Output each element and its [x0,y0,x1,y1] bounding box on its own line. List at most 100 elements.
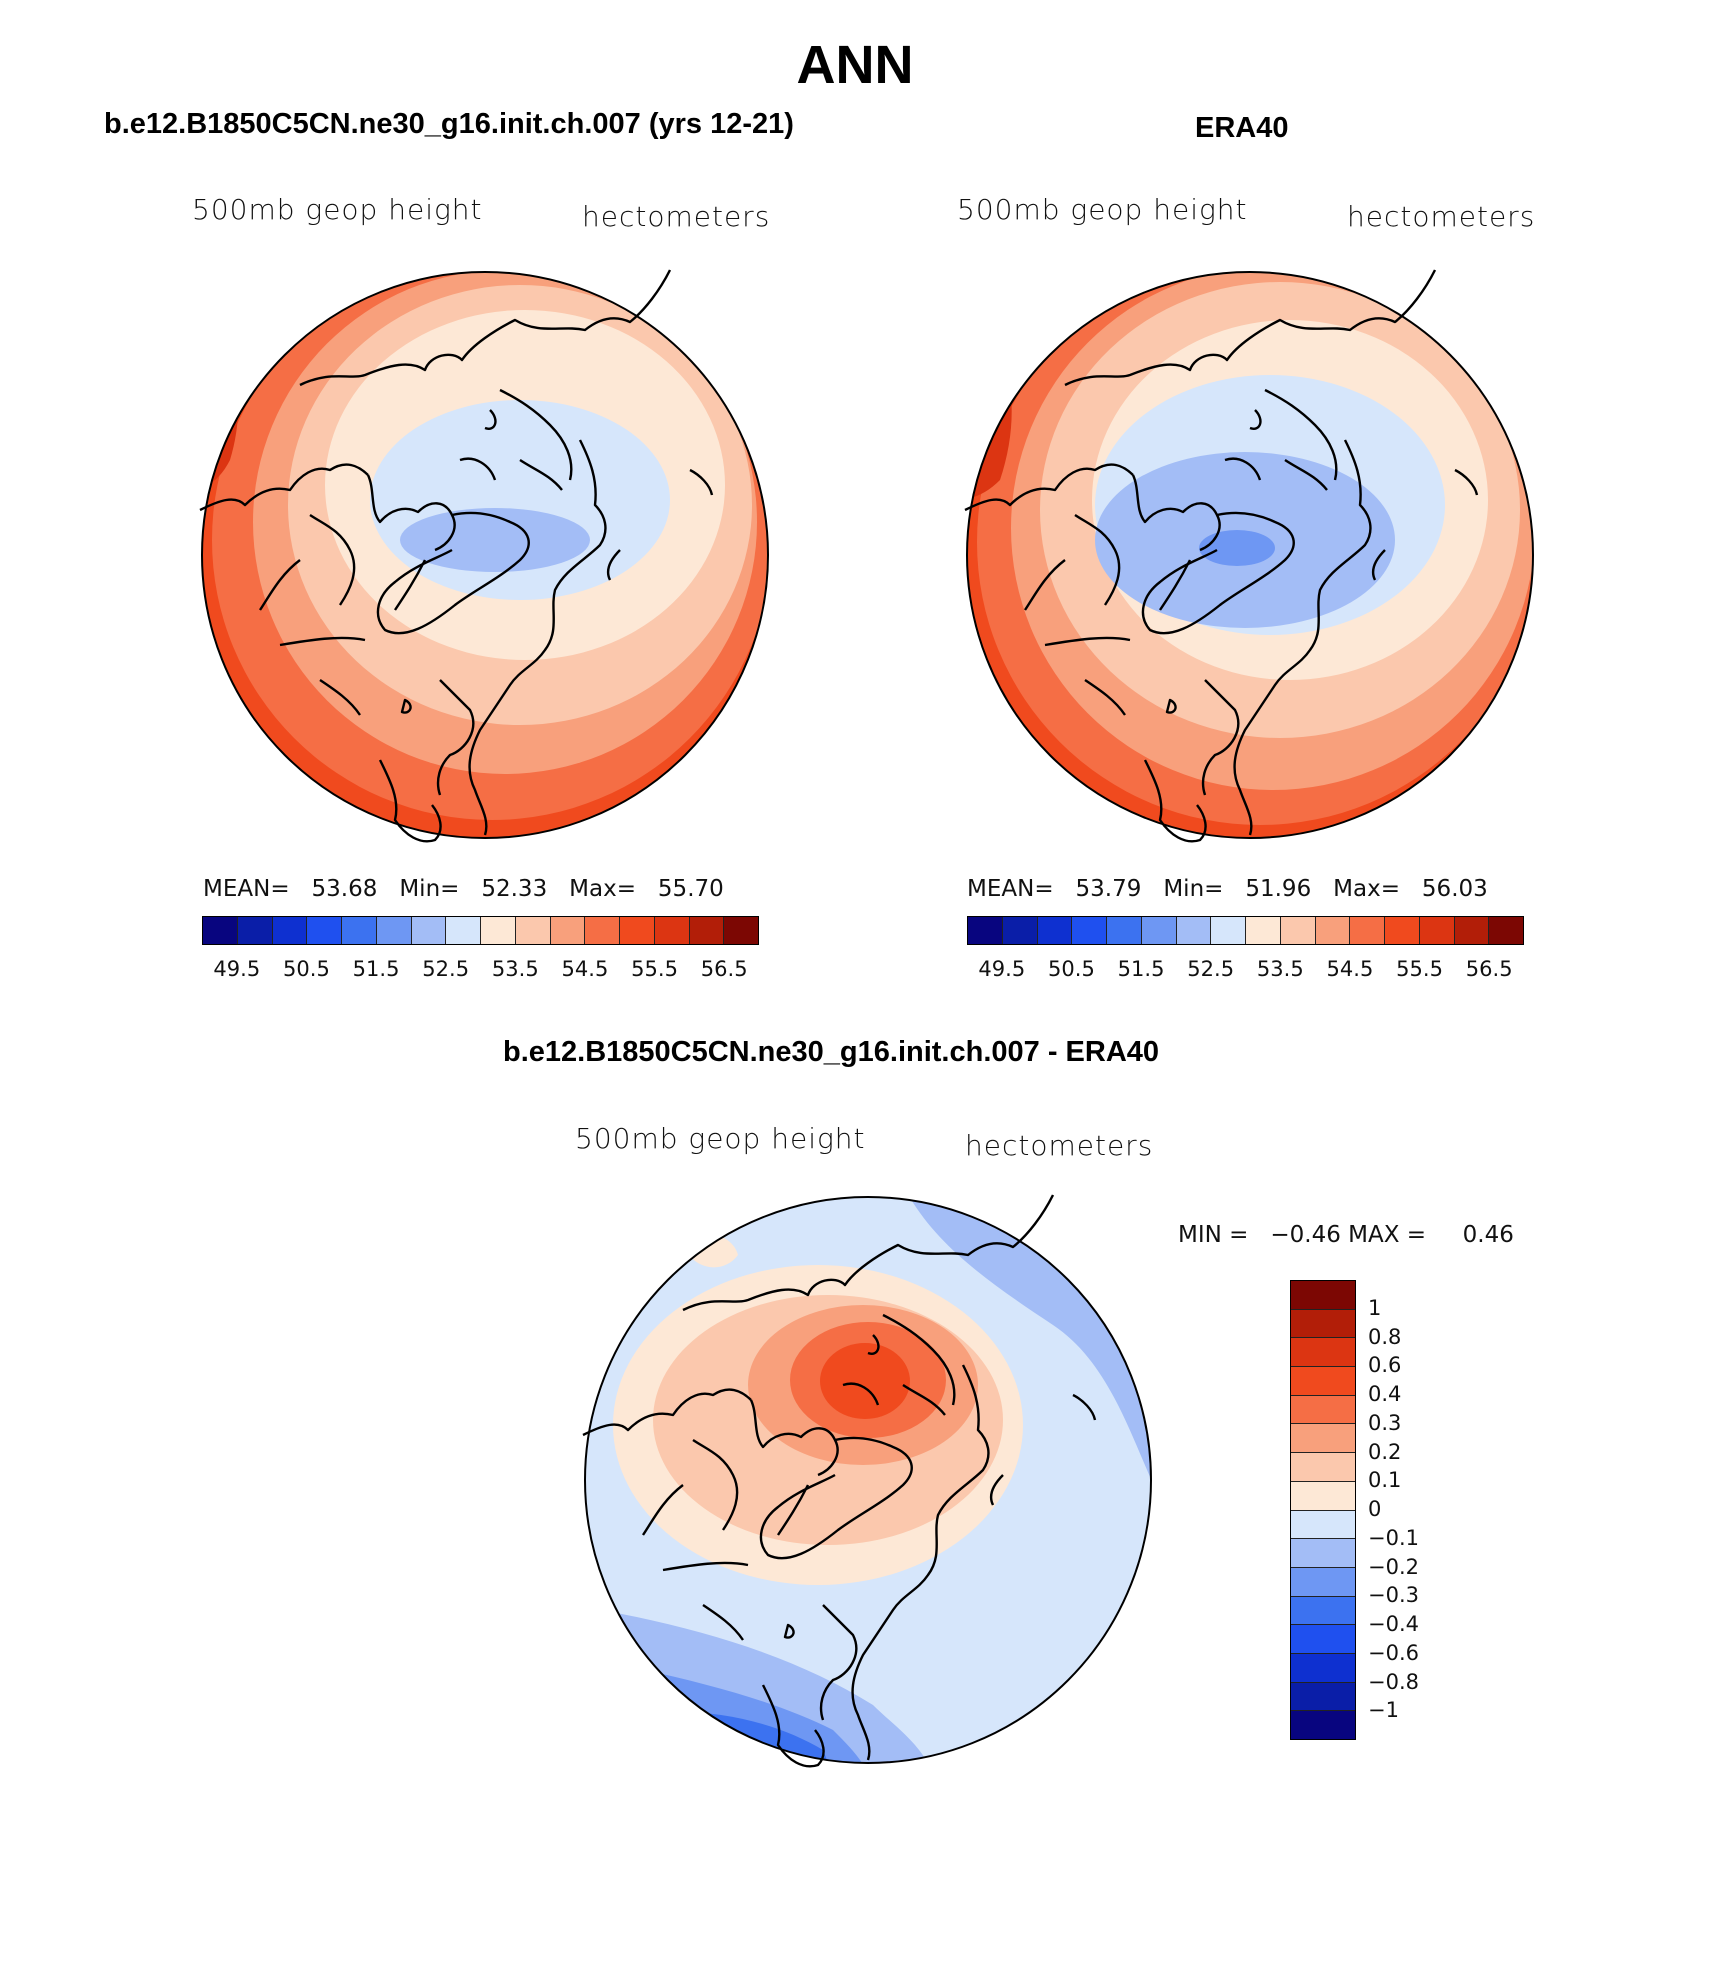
panel3-polar-map [582,1194,1152,1768]
colorbar-swatch [1291,1309,1355,1339]
colorbar-swatch [1291,1596,1355,1626]
colorbar-swatch [689,917,725,944]
panel1-title: b.e12.B1850C5CN.ne30_g16.init.ch.007 (yr… [104,108,794,140]
colorbar-swatch [620,917,655,944]
colorbar-swatch [1350,917,1385,944]
panel2-mean-label: MEAN= [967,876,1054,902]
colorbar-tick-label: 0.4 [1368,1382,1402,1406]
panel2-mean: 53.79 [1075,876,1142,902]
colorbar-swatch [1419,917,1455,944]
colorbar-swatch [376,917,412,944]
colorbar-swatch [237,917,273,944]
colorbar-tick-label: 50.5 [283,957,330,981]
colorbar-swatch [1176,917,1212,944]
panel2-title: ERA40 [1195,112,1289,144]
panel1-min-label: Min= [399,876,460,902]
colorbar-swatch [1246,917,1281,944]
colorbar-swatch [515,917,551,944]
colorbar-swatch [1291,1481,1355,1511]
panel3-colorbar [1290,1280,1356,1740]
panel2-colorbar-ticks: 49.5 50.5 51.5 52.5 53.5 54.5 55.5 56.5 [967,957,1524,983]
panel1-variable: 500mb geop height [192,193,483,226]
colorbar-tick-label: −0.3 [1368,1583,1419,1608]
colorbar-tick-label: 52.5 [1187,957,1235,981]
contour-0-4 [820,1343,910,1419]
colorbar-tick-label: 51.5 [1117,957,1165,981]
colorbar-swatch [654,917,690,944]
colorbar-swatch [203,917,238,944]
panel2-variable: 500mb geop height [957,193,1248,226]
colorbar-tick-label: 0.8 [1368,1324,1402,1349]
colorbar-swatch [1291,1338,1355,1368]
panel1-units: hectometers [582,200,771,233]
colorbar-swatch [342,917,377,944]
panel1-max-label: Max= [569,876,636,902]
panel1-colorbar [202,916,759,945]
panel1-mean-label: MEAN= [203,876,290,902]
colorbar-swatch [968,917,1003,944]
colorbar-swatch [446,917,481,944]
colorbar-swatch [1291,1281,1355,1310]
coastlines [199,269,714,843]
colorbar-swatch [1107,917,1142,944]
colorbar-tick-label: 0.6 [1368,1353,1402,1378]
colorbar-swatch [1291,1395,1355,1425]
colorbar-swatch [481,917,516,944]
colorbar-swatch [1291,1424,1355,1454]
panel1-min: 52.33 [481,876,548,902]
colorbar-swatch [1385,917,1420,944]
colorbar-swatch [1072,917,1107,944]
colorbar-swatch [1291,1567,1355,1597]
colorbar-tick-label: 55.5 [1396,957,1443,981]
colorbar-swatch [1037,917,1073,944]
colorbar-tick-label: 56.5 [1465,957,1513,981]
colorbar-tick-label: 49.5 [978,957,1026,981]
panel2-polar-map [964,269,1534,843]
panel2-units: hectometers [1347,200,1536,233]
colorbar-swatch [1291,1367,1355,1396]
colorbar-tick-label: −0.8 [1368,1669,1419,1694]
colorbar-swatch [1489,917,1523,944]
panel2-max-label: Max= [1333,876,1400,902]
panel3-title: b.e12.B1850C5CN.ne30_g16.init.ch.007 - E… [503,1036,1160,1068]
colorbar-swatch [1454,917,1490,944]
panel3-min: −0.46 [1270,1222,1341,1248]
panel3-variable: 500mb geop height [575,1122,866,1155]
colorbar-tick-label: 0 [1368,1497,1382,1521]
colorbar-tick-label: 53.5 [491,957,539,981]
panel3-units: hectometers [965,1129,1154,1162]
colorbar-tick-label: −0.4 [1368,1612,1419,1636]
colorbar-swatch [1291,1653,1355,1683]
panel2-min: 51.96 [1245,876,1312,902]
colorbar-tick-label: −0.1 [1368,1525,1419,1550]
colorbar-swatch [1291,1453,1355,1482]
colorbar-swatch [1211,917,1246,944]
colorbar-tick-label: 49.5 [213,957,261,981]
colorbar-tick-label: −0.2 [1368,1554,1419,1579]
colorbar-swatch [1315,917,1351,944]
colorbar-swatch [1141,917,1177,944]
panel3-max: 0.46 [1462,1222,1514,1248]
colorbar-swatch [1002,917,1038,944]
coastlines [964,269,1479,843]
colorbar-swatch [307,917,342,944]
colorbar-tick-label: 50.5 [1048,957,1095,981]
main-title: ANN [796,35,914,95]
colorbar-swatch [1291,1625,1355,1654]
colorbar-tick-label: 0.2 [1368,1439,1402,1464]
colorbar-tick-label: 53.5 [1256,957,1304,981]
colorbar-swatch [724,917,758,944]
contour-56-5 [967,340,977,440]
map-boundary [966,271,1534,839]
map-boundary [584,1196,1152,1764]
colorbar-tick-label: 54.5 [561,957,609,981]
panel1-polar-map [199,269,769,843]
coastlines [582,1194,1097,1768]
colorbar-swatch [1291,1711,1355,1739]
colorbar-swatch [1291,1682,1355,1712]
colorbar-tick-label: 54.5 [1326,957,1374,981]
panel2-min-label: Min= [1163,876,1224,902]
map-boundary [201,271,769,839]
panel1-max: 55.70 [657,876,724,902]
colorbar-swatch [585,917,620,944]
